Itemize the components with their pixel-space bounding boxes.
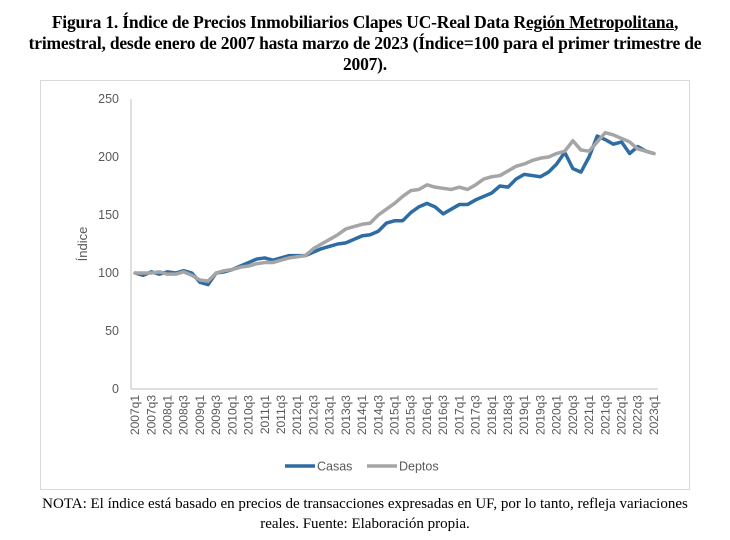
footnote-line-1: NOTA: El índice está basado en precios d… xyxy=(42,496,688,512)
x-tick-label: 2010q3 xyxy=(242,395,256,435)
x-tick-label: 2020q3 xyxy=(566,395,580,435)
x-tick-label: 2010q1 xyxy=(225,395,239,435)
x-tick-label: 2012q3 xyxy=(306,395,320,435)
x-tick-label: 2013q3 xyxy=(339,395,353,435)
x-tick-label: 2009q1 xyxy=(193,395,207,435)
y-axis-title: Índice xyxy=(75,227,90,262)
figure-title: Figura 1. Índice de Precios Inmobiliario… xyxy=(0,12,730,75)
title-text: Figura 1. Índice de Precios Inmobiliario… xyxy=(51,12,526,32)
x-tick-label: 2015q3 xyxy=(404,395,418,435)
x-tick-label: 2022q1 xyxy=(615,395,629,435)
title-line-2: trimestral, desde enero de 2007 hasta ma… xyxy=(28,33,702,53)
title-line-3: 2007). xyxy=(342,54,387,74)
x-tick-label: 2015q1 xyxy=(388,395,402,435)
x-tick-label: 2008q3 xyxy=(177,395,191,435)
x-tick-label: 2016q1 xyxy=(420,395,434,435)
x-tick-label: 2019q1 xyxy=(517,395,531,435)
x-tick-label: 2021q1 xyxy=(582,395,596,435)
series-line-deptos xyxy=(133,130,656,283)
x-tick-label: 2016q3 xyxy=(436,395,450,435)
x-tick-label: 2017q1 xyxy=(452,395,466,435)
x-tick-label: 2018q1 xyxy=(485,395,499,435)
x-tick-label: 2007q1 xyxy=(128,395,142,435)
y-tick-label: 100 xyxy=(98,266,119,280)
y-tick-label: 0 xyxy=(112,382,119,396)
y-tick-label: 50 xyxy=(105,324,119,338)
x-tick-label: 2022q3 xyxy=(631,395,645,435)
footnote: NOTA: El índice está basado en precios d… xyxy=(0,494,730,534)
title-underlined-region: egión Metropolitana xyxy=(525,12,674,32)
series-layer xyxy=(133,130,656,287)
title-comma: , xyxy=(673,12,679,32)
x-tick-label: 2014q1 xyxy=(355,395,369,435)
x-tick-label: 2021q3 xyxy=(598,395,612,435)
x-axis: 2007q1 2007q3 2008q1 2008q3 2009q1 2009q3 2010… xyxy=(128,388,661,435)
x-tick-label: 2014q3 xyxy=(371,395,385,435)
x-tick-label: 2011q3 xyxy=(274,395,288,434)
x-tick-label: 2019q3 xyxy=(533,395,547,435)
x-tick-label: 2017q3 xyxy=(469,395,483,435)
y-tick-label: 150 xyxy=(98,208,119,222)
x-tick-label: 2007q3 xyxy=(144,395,158,435)
x-tick-label: 2013q1 xyxy=(323,395,337,435)
y-axis: 0 50 100 150 200 250 xyxy=(98,92,132,396)
x-tick-label: 2012q1 xyxy=(290,395,304,435)
x-tick-label: 2011q1 xyxy=(258,395,272,434)
title-line-1: Figura 1. Índice de Precios Inmobiliario… xyxy=(0,12,730,33)
legend: Casas Deptos xyxy=(285,460,439,474)
footnote-line-2: reales. Fuente: Elaboración propia. xyxy=(260,516,470,532)
x-tick-label: 2023q1 xyxy=(647,395,661,435)
x-tick-label: 2008q1 xyxy=(160,395,174,435)
y-tick-label: 250 xyxy=(98,92,119,106)
legend-label-casas: Casas xyxy=(317,460,352,474)
series-line-casas xyxy=(133,134,656,287)
y-tick-label: 200 xyxy=(98,150,119,164)
x-tick-label: 2018q3 xyxy=(501,395,515,435)
legend-label-deptos: Deptos xyxy=(399,460,439,474)
x-tick-label: 2009q3 xyxy=(209,395,223,435)
x-tick-label: 2020q1 xyxy=(550,395,564,435)
